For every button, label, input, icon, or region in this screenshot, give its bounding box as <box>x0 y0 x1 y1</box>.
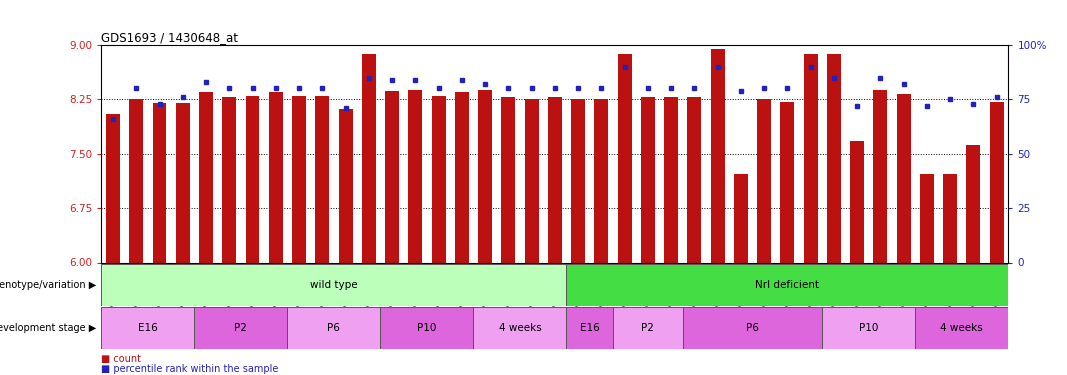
Bar <box>292 96 306 262</box>
Bar <box>200 92 213 262</box>
Bar <box>101 264 567 306</box>
Bar <box>827 54 841 262</box>
Text: E16: E16 <box>579 323 600 333</box>
Bar <box>431 96 446 262</box>
Bar <box>474 307 567 349</box>
Bar <box>594 99 608 262</box>
Bar <box>896 94 910 262</box>
Text: P2: P2 <box>641 323 654 333</box>
Bar <box>920 174 934 262</box>
Text: 4 weeks: 4 weeks <box>940 323 983 333</box>
Bar <box>874 90 888 262</box>
Bar <box>385 91 399 262</box>
Bar <box>711 49 724 262</box>
Bar <box>683 307 823 349</box>
Bar <box>967 145 981 262</box>
Bar <box>823 307 915 349</box>
Bar <box>478 90 492 262</box>
Bar <box>381 307 474 349</box>
Bar <box>664 97 679 262</box>
Bar <box>990 102 1004 262</box>
Bar <box>525 99 539 262</box>
Bar <box>194 307 287 349</box>
Text: genotype/variation ▶: genotype/variation ▶ <box>0 280 96 290</box>
Bar <box>943 174 957 262</box>
Text: P6: P6 <box>328 323 340 333</box>
Bar <box>101 307 194 349</box>
Bar <box>287 307 381 349</box>
Text: E16: E16 <box>138 323 158 333</box>
Bar <box>176 103 190 262</box>
Bar <box>153 103 166 262</box>
Text: P2: P2 <box>235 323 248 333</box>
Bar <box>362 54 376 262</box>
Text: P10: P10 <box>859 323 878 333</box>
Bar <box>567 264 1008 306</box>
Bar <box>612 307 683 349</box>
Bar <box>780 102 794 262</box>
Text: ■ count: ■ count <box>101 354 141 364</box>
Bar <box>316 96 330 262</box>
Bar <box>641 97 655 262</box>
Bar <box>409 90 423 262</box>
Bar <box>618 54 632 262</box>
Bar <box>269 92 283 262</box>
Bar <box>222 97 236 262</box>
Text: wild type: wild type <box>310 280 357 290</box>
Text: P6: P6 <box>746 323 759 333</box>
Bar <box>547 97 562 262</box>
Text: development stage ▶: development stage ▶ <box>0 323 96 333</box>
Text: 4 weeks: 4 weeks <box>498 323 541 333</box>
Text: P10: P10 <box>417 323 436 333</box>
Bar <box>567 307 612 349</box>
Bar <box>734 174 748 262</box>
Bar <box>338 109 352 262</box>
Bar <box>758 99 771 262</box>
Bar <box>245 96 259 262</box>
Bar <box>687 97 701 262</box>
Bar <box>850 141 864 262</box>
Bar <box>803 54 817 262</box>
Bar <box>915 307 1008 349</box>
Text: GDS1693 / 1430648_at: GDS1693 / 1430648_at <box>101 31 238 44</box>
Bar <box>455 92 468 262</box>
Bar <box>129 99 143 262</box>
Bar <box>501 97 515 262</box>
Bar <box>571 99 585 262</box>
Bar <box>106 114 120 262</box>
Text: Nrl deficient: Nrl deficient <box>755 280 819 290</box>
Text: ■ percentile rank within the sample: ■ percentile rank within the sample <box>101 364 278 374</box>
